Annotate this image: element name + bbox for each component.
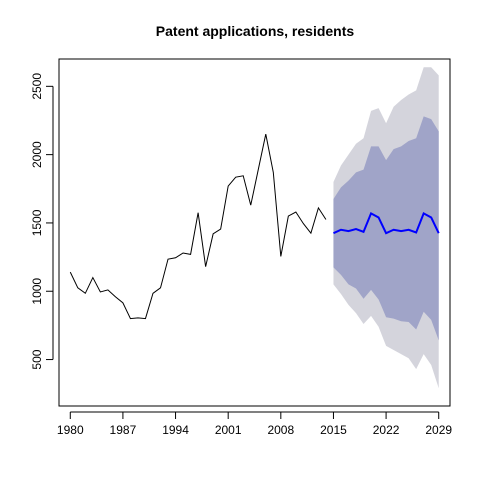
- y-tick-label: 1500: [30, 209, 44, 236]
- prediction-bands: [333, 67, 438, 388]
- y-tick-label: 2000: [30, 141, 44, 168]
- x-tick-label: 1994: [162, 423, 189, 437]
- x-tick-label: 2022: [373, 423, 400, 437]
- x-tick-label: 2008: [267, 423, 294, 437]
- y-tick-label: 1000: [30, 278, 44, 305]
- history-line: [70, 134, 326, 318]
- x-tick-label: 2001: [215, 423, 242, 437]
- x-tick-label: 1980: [57, 423, 84, 437]
- y-tick-label: 500: [30, 349, 44, 369]
- x-tick-label: 2015: [320, 423, 347, 437]
- x-tick-label: 2029: [425, 423, 452, 437]
- x-tick-label: 1987: [110, 423, 137, 437]
- chart-title: Patent applications, residents: [156, 23, 355, 39]
- y-tick-label: 2500: [30, 73, 44, 100]
- y-axis: 500 1000 1500 2000 2500: [30, 73, 53, 370]
- x-axis: 1980 1987 1994 2001 2008 2015 2022 2029: [57, 412, 452, 437]
